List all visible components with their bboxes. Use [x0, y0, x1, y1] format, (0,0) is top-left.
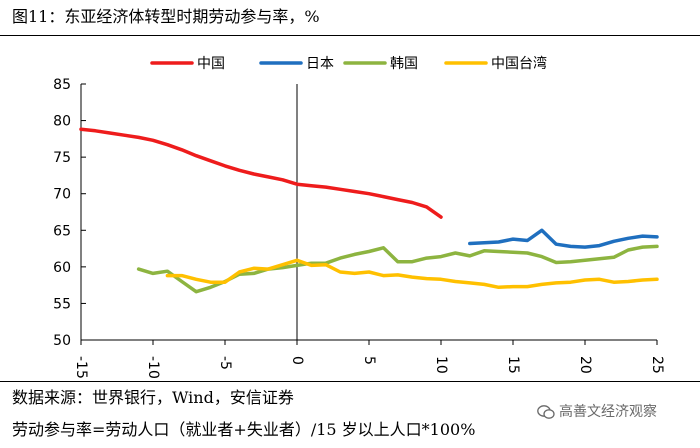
- x-tick-label: -15: [73, 356, 89, 379]
- legend-label-1: 中国: [197, 56, 225, 72]
- series-line-3: [136, 244, 659, 294]
- footer-divider: [0, 381, 700, 382]
- series-line-1: [79, 127, 443, 219]
- watermark: 高善文经济观察: [537, 402, 657, 422]
- wechat-icon: [537, 405, 555, 419]
- line-chart: 50 55 60 65 70 75 80 85 -15 -10 -5 0 5 10 15 20 25 中国 日本 韩国…: [53, 55, 665, 379]
- legend-label-2: 日本: [306, 56, 334, 72]
- figure-label: 图11：: [12, 7, 65, 26]
- chart-title: 东亚经济体转型时期劳动参与率，%: [64, 7, 320, 26]
- y-tick-label: 75: [53, 150, 71, 166]
- y-tick-label: 50: [53, 333, 71, 349]
- y-tick-label: 70: [53, 187, 71, 203]
- series-line-2: [468, 228, 659, 249]
- x-tick-label: 10: [433, 356, 449, 374]
- y-tick-label: 85: [53, 77, 71, 93]
- figure-title: 图11：东亚经济体转型时期劳动参与率，%: [0, 0, 700, 33]
- x-tick-label: 25: [649, 356, 665, 374]
- legend-label-3: 韩国: [390, 56, 418, 72]
- formula-note: 劳动参与率=劳动人口（就业者+失业者）/15 岁以上人口*100%: [12, 420, 476, 439]
- y-tick-label: 60: [53, 260, 71, 276]
- x-tick-label: 5: [361, 356, 377, 365]
- y-tick-label: 55: [53, 296, 71, 312]
- watermark-text: 高善文经济观察: [559, 404, 657, 420]
- legend-label-4: 中国台湾: [491, 55, 547, 72]
- y-tick-label: 80: [53, 114, 71, 130]
- x-tick-label: -5: [217, 356, 233, 370]
- x-tick-label: -10: [145, 356, 161, 379]
- x-tick-label: 0: [289, 356, 305, 365]
- series-line-4: [165, 258, 659, 290]
- data-source: 数据来源：世界银行，Wind，安信证券: [12, 388, 294, 407]
- x-tick-label: 20: [577, 356, 593, 374]
- y-tick-label: 65: [53, 223, 71, 239]
- x-tick-label: 15: [505, 356, 521, 374]
- title-divider: [0, 35, 700, 36]
